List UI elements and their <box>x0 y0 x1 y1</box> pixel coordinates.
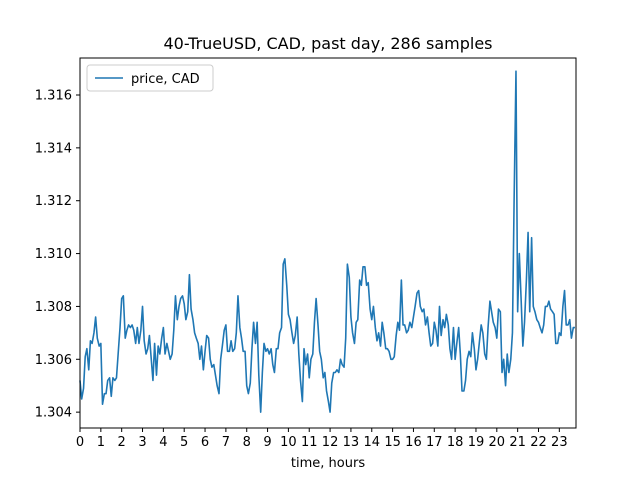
x-tick-label: 0 <box>76 435 84 450</box>
x-tick-label: 21 <box>509 435 526 450</box>
x-tick-label: 20 <box>489 435 506 450</box>
x-tick-label: 3 <box>138 435 146 450</box>
x-tick-label: 2 <box>118 435 126 450</box>
y-tick-label: 1.306 <box>35 353 72 368</box>
legend: price, CAD <box>86 64 214 92</box>
legend-box <box>86 64 214 92</box>
plot-frame <box>79 57 577 429</box>
x-tick-label: 5 <box>180 435 188 450</box>
plot-area <box>80 58 576 428</box>
x-tick-label: 9 <box>263 435 271 450</box>
x-axis: 0 1 2 3 4 5 6 7 8 9 10 11 12 13 14 15 16 17 18 19 20 21 22 23 <box>76 428 568 450</box>
x-tick-label: 4 <box>159 435 167 450</box>
x-tick-label: 22 <box>530 435 547 450</box>
x-tick-label: 16 <box>405 435 422 450</box>
x-tick-label: 1 <box>97 435 105 450</box>
x-tick-label: 12 <box>322 435 339 450</box>
x-tick-label: 7 <box>222 435 230 450</box>
chart-title: 40-TrueUSD, CAD, past day, 286 samples <box>163 34 492 53</box>
x-tick-label: 6 <box>201 435 209 450</box>
x-tick-label: 11 <box>301 435 318 450</box>
price-series-line <box>79 70 575 413</box>
x-tick-label: 14 <box>363 435 380 450</box>
x-tick-label: 19 <box>468 435 485 450</box>
x-tick-label: 15 <box>384 435 401 450</box>
y-tick-label: 1.308 <box>35 300 72 315</box>
x-tick-label: 17 <box>426 435 443 450</box>
y-tick-label: 1.310 <box>35 247 72 262</box>
y-tick-label: 1.316 <box>35 89 72 104</box>
y-tick-label: 1.314 <box>35 141 72 156</box>
x-tick-label: 18 <box>447 435 464 450</box>
x-tick-label: 13 <box>343 435 360 450</box>
y-axis: 1.304 1.306 1.308 1.310 1.312 1.314 1.316 <box>35 89 80 421</box>
x-tick-label: 23 <box>551 435 568 450</box>
x-tick-label: 8 <box>243 435 251 450</box>
x-axis-label: time, hours <box>291 456 365 471</box>
x-tick-label: 10 <box>280 435 297 450</box>
y-tick-label: 1.304 <box>35 406 72 421</box>
y-tick-label: 1.312 <box>35 194 72 209</box>
legend-label: price, CAD <box>131 72 200 87</box>
